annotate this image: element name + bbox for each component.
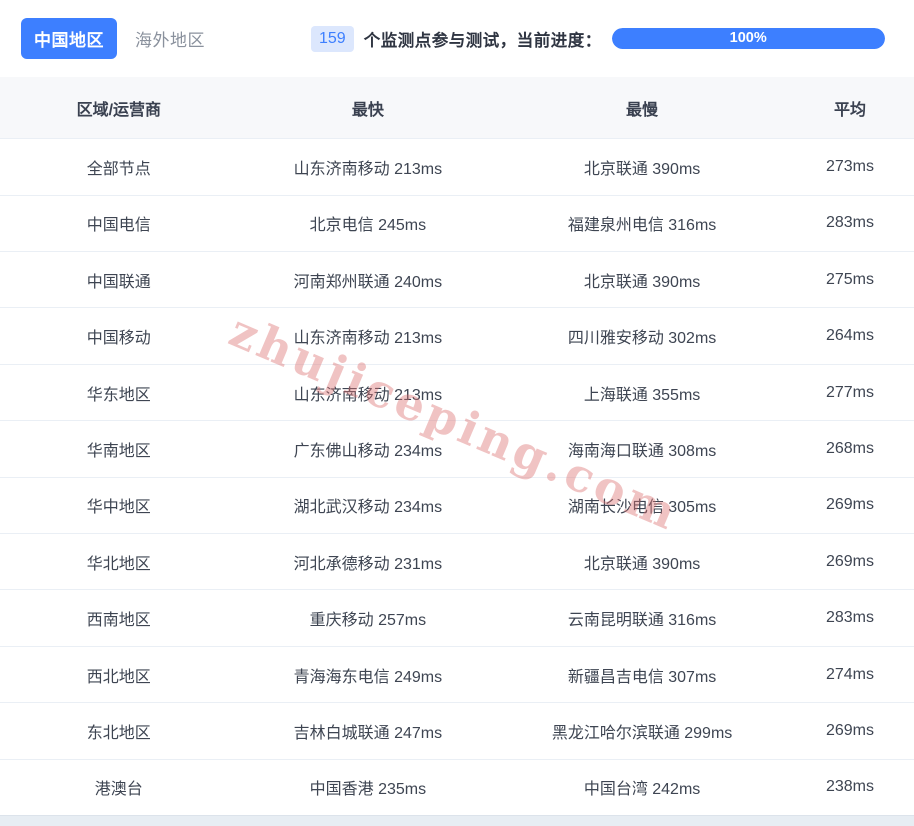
- monitor-progress-label: 个监测点参与测试，当前进度：: [363, 31, 602, 50]
- table-row: 华东地区 山东济南移动 213ms 上海联通 355ms 277ms: [0, 363, 914, 421]
- top-bar: 中国地区 海外地区 159 个监测点参与测试，当前进度： 100%: [0, 0, 914, 78]
- cell-fastest: 重庆移动 257ms: [309, 612, 427, 630]
- cell-slowest: 北京联通 390ms: [583, 161, 701, 178]
- cell-fastest: 广东佛山移动 234ms: [293, 442, 443, 460]
- cell-average: 268ms: [825, 439, 874, 457]
- cell-slowest: 云南昆明联通 316ms: [567, 612, 717, 630]
- header-average: 平均: [833, 101, 866, 119]
- table-row: 全部节点 山东济南移动 213ms 北京联通 390ms 273ms: [0, 138, 914, 195]
- cell-region: 中国联通: [86, 273, 151, 291]
- cell-average: 273ms: [825, 158, 874, 175]
- table-row: 中国联通 河南郑州联通 240ms 北京联通 390ms 275ms: [0, 251, 914, 308]
- table-row: 华中地区 湖北武汉移动 234ms 湖南长沙电信 305ms 269ms: [0, 476, 914, 534]
- cell-average: 269ms: [825, 496, 874, 514]
- cell-fastest: 河北承德移动 231ms: [293, 555, 443, 573]
- cell-average: 269ms: [825, 721, 874, 739]
- cell-fastest: 山东济南移动 213ms: [293, 386, 443, 404]
- cell-slowest: 海南海口联通 308ms: [567, 442, 717, 460]
- cell-slowest: 上海联通 355ms: [583, 386, 701, 404]
- table-row: 中国移动 山东济南移动 213ms 四川雅安移动 302ms 264ms: [0, 307, 914, 364]
- cell-fastest: 河南郑州联通 240ms: [293, 273, 443, 291]
- cell-average: 277ms: [825, 383, 874, 401]
- cell-region: 西南地区: [86, 612, 151, 630]
- table-row: 西南地区 重庆移动 257ms 云南昆明联通 316ms 283ms: [0, 589, 914, 646]
- cell-fastest: 青海海东电信 249ms: [293, 668, 443, 686]
- cell-slowest: 北京联通 390ms: [583, 555, 701, 573]
- cell-region: 华东地区: [86, 386, 151, 404]
- cell-fastest: 湖北武汉移动 234ms: [293, 499, 443, 517]
- cell-slowest: 四川雅安移动 302ms: [567, 330, 717, 348]
- table-row: 西北地区 青海海东电信 249ms 新疆昌吉电信 307ms 274ms: [0, 645, 914, 703]
- cell-average: 283ms: [825, 609, 874, 627]
- table-row: 东北地区 吉林白城联通 247ms 黑龙江哈尔滨联通 299ms 269ms: [0, 702, 914, 759]
- table-row: 华北地区 河北承德移动 231ms 北京联通 390ms 269ms: [0, 533, 914, 590]
- header-region: 区域/运营商: [76, 101, 162, 119]
- cell-region: 西北地区: [86, 668, 151, 686]
- cell-slowest: 北京联通 390ms: [583, 273, 701, 291]
- cell-average: 269ms: [825, 552, 874, 570]
- cell-fastest: 吉林白城联通 247ms: [293, 724, 443, 742]
- progress-bar: 100%: [611, 28, 885, 50]
- cell-fastest: 北京电信 245ms: [309, 217, 427, 235]
- tab-overseas-region[interactable]: 海外地区: [135, 31, 205, 51]
- cell-fastest: 山东济南移动 213ms: [293, 330, 443, 348]
- cell-region: 港澳台: [94, 781, 143, 799]
- cell-average: 274ms: [825, 665, 874, 683]
- cell-region: 东北地区: [86, 724, 151, 742]
- cell-slowest: 湖南长沙电信 305ms: [567, 499, 717, 517]
- table-row: 港澳台 中国香港 235ms 中国台湾 242ms 238ms: [0, 758, 914, 815]
- table-row: 华南地区 广东佛山移动 234ms 海南海口联通 308ms 268ms: [0, 420, 914, 477]
- progress-bar-fill: 100%: [611, 28, 885, 50]
- header-slowest: 最慢: [626, 101, 659, 119]
- cell-average: 238ms: [825, 778, 874, 796]
- page-bottom-strip: [0, 815, 914, 826]
- cell-slowest: 黑龙江哈尔滨联通 299ms: [551, 724, 733, 742]
- cell-region: 全部节点: [86, 161, 151, 178]
- cell-slowest: 福建泉州电信 316ms: [567, 217, 717, 235]
- cell-slowest: 中国台湾 242ms: [583, 781, 701, 799]
- cell-region: 华北地区: [86, 555, 151, 573]
- monitor-count-badge: 159: [311, 25, 354, 52]
- cell-fastest: 山东济南移动 213ms: [293, 161, 443, 178]
- cell-region: 华南地区: [86, 442, 151, 460]
- cell-region: 中国电信: [86, 217, 151, 235]
- cell-slowest: 新疆昌吉电信 307ms: [567, 668, 717, 686]
- cell-fastest: 中国香港 235ms: [309, 781, 427, 799]
- cell-average: 275ms: [825, 270, 874, 288]
- cell-average: 283ms: [825, 214, 874, 232]
- header-fastest: 最快: [351, 101, 384, 119]
- cell-region: 中国移动: [86, 330, 151, 348]
- cell-average: 264ms: [825, 327, 874, 345]
- table-row: 中国电信 北京电信 245ms 福建泉州电信 316ms 283ms: [0, 194, 914, 252]
- cell-region: 华中地区: [86, 499, 151, 517]
- latency-table: 区域/运营商 最快 最慢 平均 全部节点 山东济南移动 213ms 北京联通 390…: [0, 77, 914, 815]
- table-header-row: 区域/运营商 最快 最慢 平均: [0, 77, 914, 139]
- table-body: 全部节点 山东济南移动 213ms 北京联通 390ms 273ms 中国电信 北京电信 …: [0, 138, 914, 815]
- tab-china-region[interactable]: 中国地区: [21, 18, 117, 60]
